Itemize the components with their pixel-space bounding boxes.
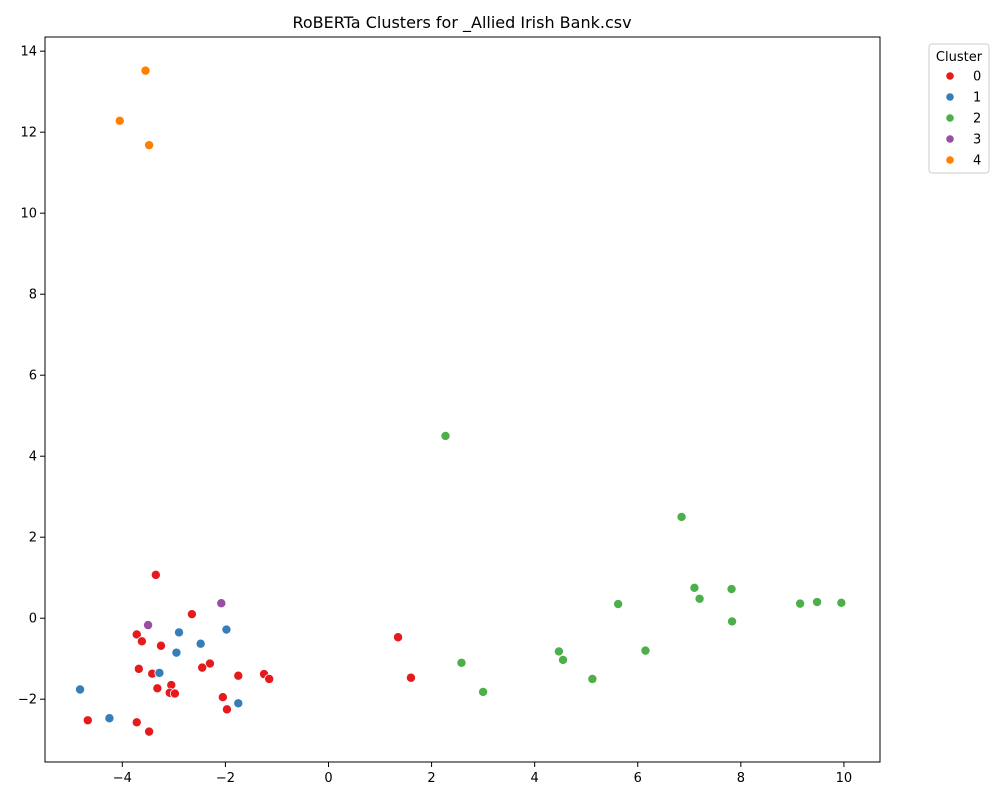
data-point-cluster-2: [613, 599, 624, 610]
legend: Cluster 0 1 2 3 4: [928, 43, 990, 174]
data-point-cluster-0: [82, 715, 93, 726]
y-tick-label: 8: [29, 288, 37, 303]
y-tick-label: 14: [20, 45, 37, 60]
data-point-cluster-2: [726, 584, 737, 595]
data-point-cluster-1: [174, 627, 185, 638]
y-tick-label: −2: [18, 693, 37, 708]
legend-label-2: 2: [973, 112, 981, 127]
legend-items: 0 1 2 3 4: [945, 70, 981, 169]
x-tick-label: 2: [427, 771, 435, 786]
x-tick-label: 10: [836, 771, 853, 786]
data-point-cluster-1: [104, 713, 115, 724]
data-point-cluster-0: [204, 658, 215, 669]
chart-title: RoBERTa Clusters for _Allied Irish Bank.…: [292, 13, 631, 33]
legend-marker-3: [945, 134, 955, 144]
data-point-cluster-2: [640, 645, 651, 656]
data-point-cluster-2: [676, 511, 687, 522]
data-point-cluster-2: [812, 597, 823, 608]
legend-label-0: 0: [973, 70, 981, 85]
data-point-cluster-0: [131, 629, 142, 640]
data-point-cluster-2: [694, 593, 705, 604]
legend-marker-0: [945, 71, 955, 81]
data-point-cluster-2: [456, 657, 467, 668]
data-point-cluster-0: [197, 662, 208, 673]
data-point-cluster-3: [216, 598, 227, 609]
data-point-cluster-2: [727, 616, 738, 627]
data-point-cluster-0: [150, 569, 161, 580]
data-point-cluster-1: [195, 638, 206, 649]
legend-marker-4: [945, 155, 955, 165]
data-point-cluster-0: [131, 717, 142, 728]
data-point-cluster-2: [440, 430, 451, 441]
data-point-cluster-3: [143, 620, 154, 631]
data-point-cluster-4: [140, 65, 151, 76]
data-point-cluster-0: [393, 632, 404, 643]
legend-box: [928, 43, 990, 174]
data-point-cluster-0: [233, 670, 244, 681]
data-point-cluster-2: [558, 654, 569, 665]
x-tick-label: 8: [737, 771, 745, 786]
data-point-cluster-0: [152, 683, 163, 694]
legend-marker-2: [945, 113, 955, 123]
data-point-cluster-0: [169, 688, 180, 699]
data-point-cluster-1: [221, 624, 232, 635]
data-point-cluster-1: [171, 647, 182, 658]
y-tick-label: 10: [20, 207, 37, 222]
data-point-cluster-2: [587, 673, 598, 684]
data-point-cluster-0: [186, 609, 197, 620]
y-tick-label: 4: [29, 450, 37, 465]
data-point-cluster-0: [221, 704, 232, 715]
legend-label-3: 3: [973, 133, 981, 148]
y-tick-label: 6: [29, 369, 37, 384]
legend-marker-1: [945, 92, 955, 102]
x-axis: −4 −2 0 2 4 6 8 10: [113, 762, 852, 786]
x-tick-label: 0: [324, 771, 332, 786]
x-tick-label: 6: [634, 771, 642, 786]
y-tick-label: 12: [20, 126, 37, 141]
data-point-cluster-0: [405, 672, 416, 683]
x-tick-label: 4: [531, 771, 539, 786]
data-point-cluster-2: [795, 598, 806, 609]
y-tick-label: 0: [29, 612, 37, 627]
data-point-cluster-0: [144, 726, 155, 737]
legend-label-4: 4: [973, 154, 981, 169]
data-point-cluster-0: [136, 636, 147, 647]
legend-label-1: 1: [973, 91, 981, 106]
data-point-cluster-2: [553, 646, 564, 657]
data-point-cluster-1: [233, 698, 244, 709]
x-tick-label: −2: [216, 771, 235, 786]
data-point-cluster-2: [478, 686, 489, 697]
plot-frame: [44, 36, 881, 763]
data-point-cluster-1: [154, 667, 165, 678]
data-point-cluster-4: [144, 140, 155, 151]
data-point-cluster-2: [689, 582, 700, 593]
x-tick-label: −4: [113, 771, 132, 786]
y-tick-label: 2: [29, 531, 37, 546]
data-point-cluster-0: [133, 663, 144, 674]
data-point-cluster-0: [217, 692, 228, 703]
y-axis: −2 0 2 4 6 8 10 12 14: [18, 45, 45, 708]
plot-points: [75, 65, 847, 737]
data-point-cluster-2: [836, 597, 847, 608]
data-point-cluster-0: [155, 640, 166, 651]
legend-title: Cluster: [936, 50, 983, 65]
data-point-cluster-1: [75, 684, 86, 695]
data-point-cluster-0: [264, 673, 275, 684]
data-point-cluster-4: [114, 115, 125, 126]
